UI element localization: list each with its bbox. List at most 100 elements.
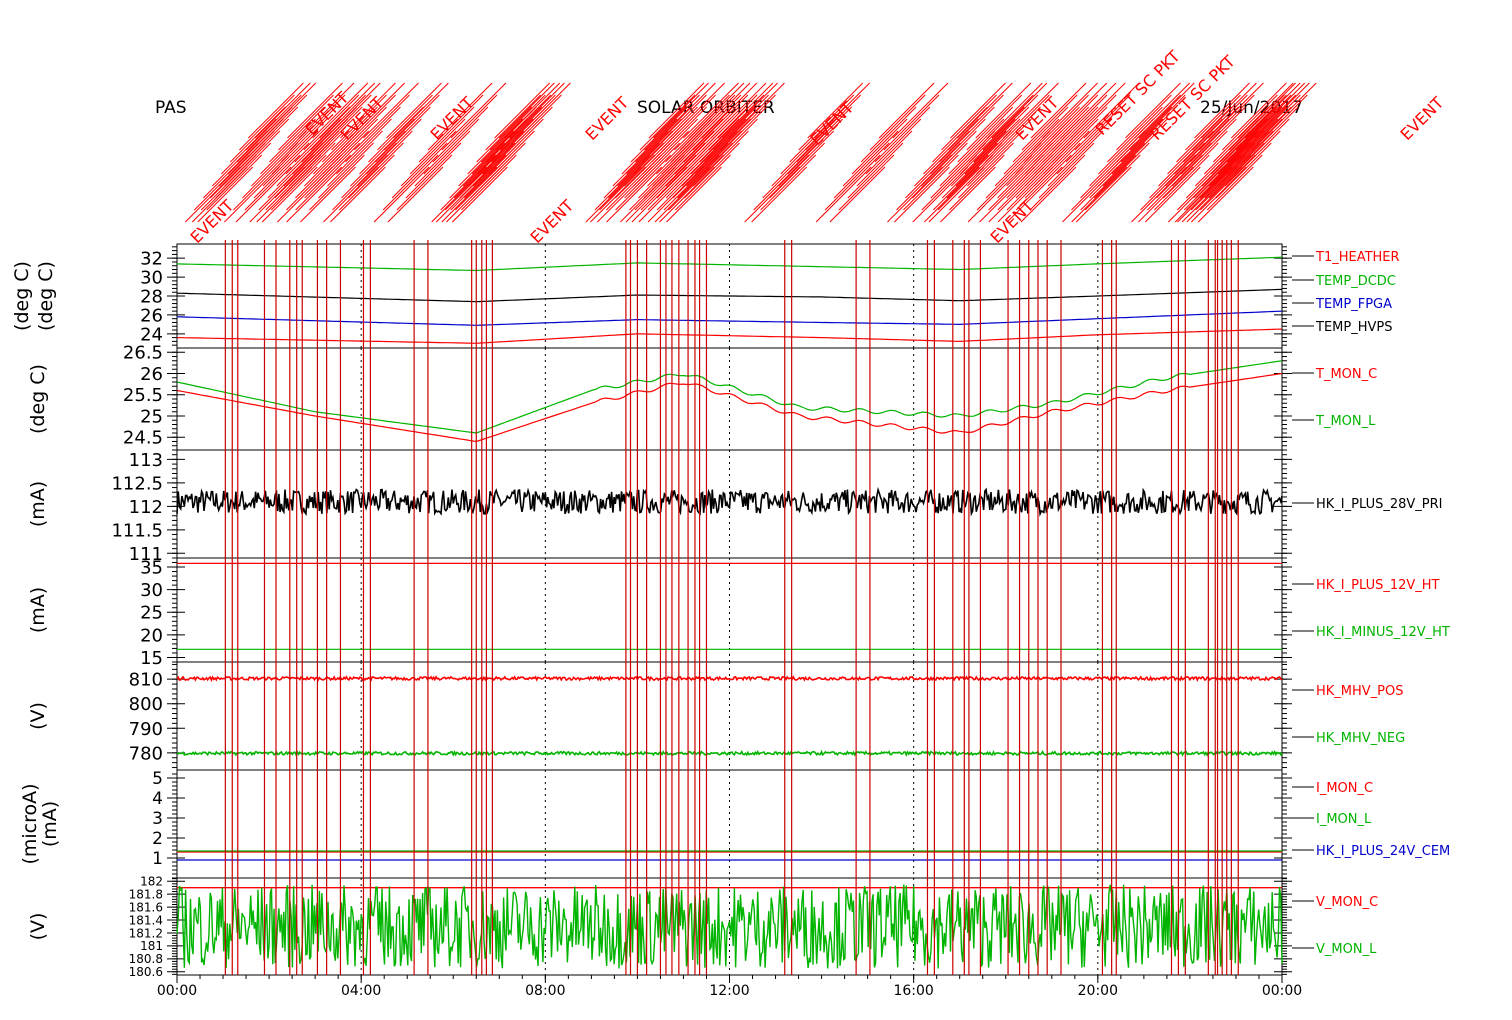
event-marker [966,94,1023,151]
event-marker [245,94,302,151]
event-marker [375,106,431,163]
event-marker [220,118,277,175]
event-marker [713,94,769,151]
legend-label: I_MON_L [1316,812,1372,827]
y-tick-label: 181.6 [129,900,163,914]
event-marker [704,106,760,163]
event-marker [1138,82,1195,139]
event-marker [1051,94,1108,151]
event-marker [656,154,713,211]
event-marker [923,166,980,223]
event-marker [1183,106,1239,163]
event-marker [883,94,940,151]
y-tick-label: 5 [152,769,163,789]
event-marker [331,106,387,163]
event-marker [672,142,729,199]
event-marker [633,130,689,187]
y-tick-label: 25 [140,603,163,624]
event-marker [247,82,304,139]
event-marker [322,118,378,175]
event-marker [833,142,890,199]
event-marker [1042,106,1099,163]
instrument-label: PAS [155,98,187,118]
legend-label: TEMP_DCDC [1315,274,1396,289]
event-marker [373,166,430,223]
legend-label: HK_MHV_NEG [1316,731,1405,746]
event-marker [318,142,374,199]
event-marker [267,142,324,199]
legend-label: T_MON_C [1315,367,1377,382]
event-marker [366,118,422,175]
event-marker [1180,118,1237,175]
event-marker [354,94,410,151]
event-marker [729,82,785,139]
y-tick-label: 25 [140,406,163,427]
event-marker [789,106,846,163]
y-axis-label: (microA) [19,783,41,864]
event-marker [946,142,1003,199]
event-marker [1236,106,1292,163]
event-marker [751,166,808,223]
event-marker [1167,118,1223,175]
event-marker [851,118,908,175]
event-marker [684,142,740,199]
event-marker [711,106,767,163]
event-marker [959,118,1016,175]
y-tick-label: 113 [129,450,163,471]
event-marker [206,154,263,211]
event-marker [278,94,334,151]
event-marker [1071,166,1127,223]
event-marker [1224,130,1281,187]
event-marker [958,142,1014,199]
event-marker [1093,142,1150,199]
event-marker [1102,130,1159,187]
event-marker [1056,118,1113,175]
event-marker [921,154,978,211]
event-marker [1237,82,1294,139]
series-line [176,884,1283,969]
event-marker [270,154,327,211]
event-marker [957,106,1014,163]
event-marker [289,94,346,151]
event-marker [603,142,660,199]
event-marker [949,154,1005,211]
y-tick-label: 4 [152,789,163,809]
event-marker [683,118,740,175]
event-marker [1186,166,1243,223]
y-tick-label: 111 [129,544,163,565]
event-marker [310,94,367,151]
event-marker [1144,166,1201,223]
event-marker [608,142,664,199]
event-marker [701,82,758,139]
event-marker [405,142,462,199]
event-marker [991,82,1048,139]
event-marker [1235,94,1292,151]
event-marker [941,94,997,151]
x-tick-label: 20:00 [1078,983,1118,999]
event-marker [1134,82,1190,139]
y-tick-label: 112 [129,497,163,518]
event-marker [1218,130,1274,187]
event-marker [304,142,360,199]
event-marker [1098,130,1154,187]
event-marker [1176,106,1232,163]
event-marker [640,154,697,211]
event-marker [753,154,810,211]
event-marker [1024,106,1080,163]
event-marker [950,130,1007,187]
event-marker [1020,166,1077,223]
event-marker [658,130,715,187]
event-marker [440,154,497,211]
event-marker [1140,154,1196,211]
event-marker [642,118,698,175]
event-marker [1033,94,1089,151]
y-tick-label: 182 [140,875,163,889]
event-marker [1015,154,1072,211]
event-marker [847,142,904,199]
event-marker [377,94,433,151]
event-marker [955,130,1012,187]
event-marker [710,82,767,139]
event-marker [1042,82,1098,139]
event-marker [287,82,343,139]
